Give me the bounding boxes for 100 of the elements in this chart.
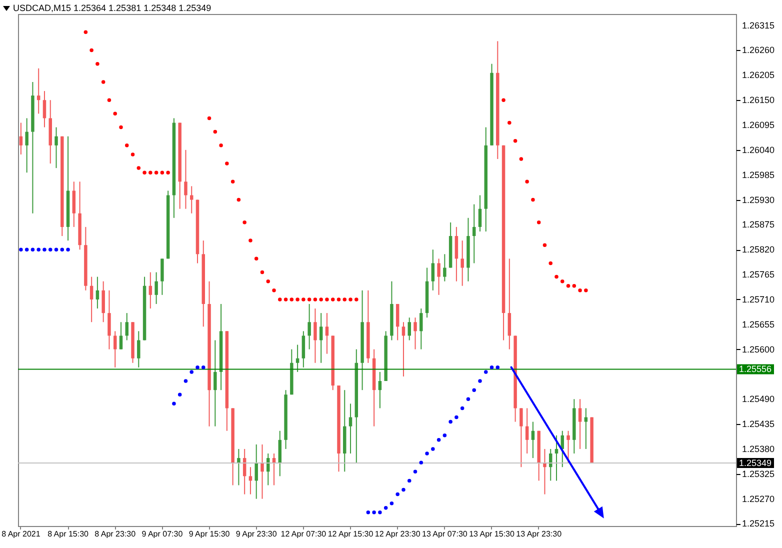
point [578,288,582,292]
point [278,298,282,302]
point [254,256,258,261]
y-tick-label: 1.26315 [742,20,775,30]
candlestick [125,312,128,341]
candlestick [414,317,417,350]
candlestick [566,430,570,464]
point [101,80,106,84]
candlestick [113,330,117,368]
ref-line-label: 1.25349 [739,458,772,468]
candlestick [90,276,94,323]
y-tick-label: 1.25325 [742,468,775,479]
candlestick [508,258,512,350]
y-tick-label: 1.26150 [742,95,775,106]
candlestick [520,408,523,468]
x-tick-label: 8 Apr 2021 [2,530,41,538]
candlestick [237,448,240,486]
candlestick [325,312,329,354]
point [207,116,212,120]
candlestick [119,322,123,350]
candlestick [478,194,482,232]
point [472,388,476,392]
point [266,279,270,284]
point [130,152,135,156]
point [48,248,52,252]
point [154,170,158,174]
candlestick [54,126,58,169]
y-tick-label: 1.26205 [742,70,775,80]
point [336,298,341,302]
point [419,460,424,464]
point [502,98,506,102]
point [19,248,23,252]
candlestick [460,240,464,286]
y-tick-label: 1.25270 [742,494,775,504]
point [531,198,535,202]
candlestick [431,249,435,291]
candlestick [308,303,311,350]
point [402,488,406,492]
candlestick [190,186,194,214]
point [160,170,164,174]
point [90,48,94,52]
candlestick [137,330,140,368]
point [525,180,529,184]
x-tick-label: 9 Apr 07:30 [142,530,184,538]
point [213,130,218,134]
y-tick-label: 1.25820 [742,244,775,255]
point [36,248,40,252]
point [490,366,494,370]
point [508,120,512,125]
candlestick [525,408,529,454]
candlestick [420,308,423,350]
y-tick-label: 1.26040 [742,144,775,155]
point [136,166,141,170]
y-tick-label: 1.25215 [742,518,775,529]
candlestick [443,254,446,282]
point [519,157,524,161]
candlestick [272,453,276,486]
point [566,284,570,288]
candlestick [19,122,23,155]
point [466,397,470,401]
candlestick [160,258,164,296]
point [560,279,564,284]
candlestick [248,466,252,495]
point [284,298,288,302]
point [166,170,170,174]
point [425,452,429,456]
point [66,248,70,252]
candlestick [96,276,100,310]
point [460,406,464,410]
x-tick-label: 13 Apr 15:30 [469,530,515,538]
point [348,298,352,302]
point [148,170,152,174]
point [513,139,518,143]
point [448,420,452,424]
candlestick [25,118,28,174]
point [436,438,441,442]
point [196,366,200,370]
candlestick [314,308,317,364]
y-tick-label: 1.25490 [742,394,775,404]
point [536,220,541,224]
x-tick-label: 13 Apr 23:30 [516,530,562,538]
point [202,366,206,370]
point [542,243,547,247]
y-tick-label: 1.25655 [742,319,775,330]
point [125,144,129,148]
candlestick [36,68,40,114]
candlestick [108,290,111,350]
point [496,366,500,370]
candlestick [396,303,400,341]
point [413,470,418,474]
point [30,248,35,252]
x-tick-label: 8 Apr 23:30 [94,530,136,538]
point [408,478,412,483]
chart-title: USDCAD,M15 1.25364 1.25381 1.25348 1.25349 [12,2,212,14]
candlestick [260,444,264,500]
point [190,370,194,374]
point [554,274,558,279]
ref-line-label: 1.25556 [739,364,772,374]
point [260,270,264,274]
candlestick [472,204,476,264]
